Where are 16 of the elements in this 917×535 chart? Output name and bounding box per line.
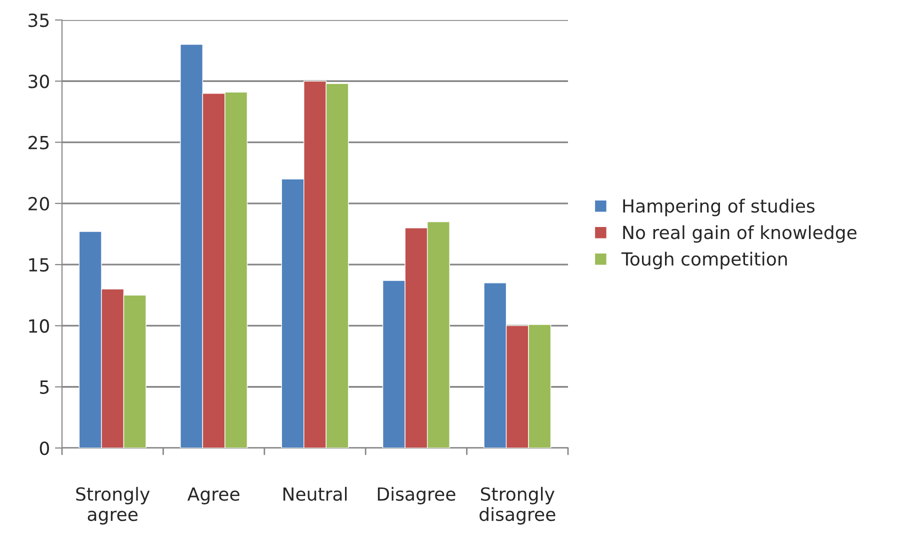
y-tick-label: 25 (28, 136, 49, 150)
x-tick-label: Neutral (283, 486, 347, 501)
x-tick-label: Disagree (378, 486, 456, 504)
legend-label: Hampering of studies (623, 198, 815, 216)
x-tick-label: Strongly agree (76, 486, 150, 525)
x-tick-label: Strongly disagree (480, 486, 556, 525)
y-tick-label: 5 (40, 380, 49, 394)
y-tick-label: 35 (28, 13, 49, 28)
legend-label: Tough competition (621, 252, 787, 270)
y-tick-label: 30 (28, 74, 49, 88)
legend-label: No real gain of knowledge (623, 225, 856, 243)
y-tick-label: 15 (29, 258, 49, 272)
y-tick-label: 0 (40, 441, 49, 456)
y-tick-label: 20 (28, 196, 49, 211)
x-tick-label: Agree (187, 487, 240, 504)
y-tick-label: 10 (29, 319, 49, 333)
